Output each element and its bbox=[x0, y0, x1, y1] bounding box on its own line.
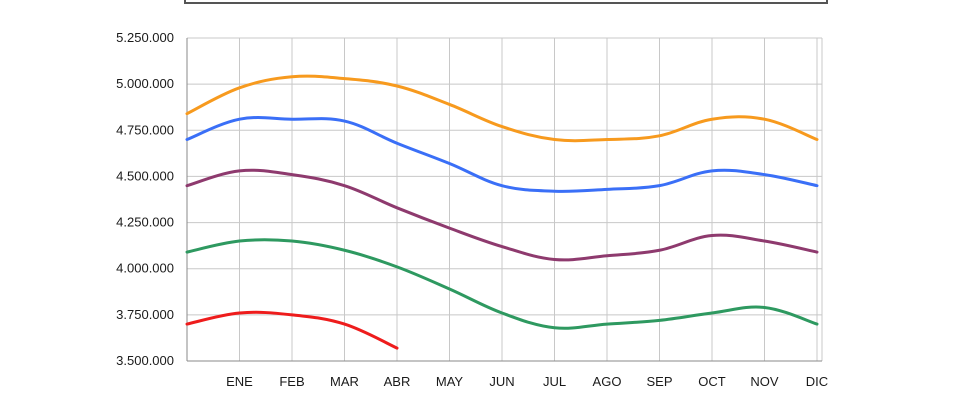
top-frame-decoration bbox=[184, 0, 828, 4]
x-tick-label: ABR bbox=[384, 374, 411, 389]
y-tick-label: 5.000.000 bbox=[116, 76, 174, 91]
x-tick-label: OCT bbox=[698, 374, 726, 389]
y-tick-label: 4.750.000 bbox=[116, 122, 174, 137]
series-line-5 bbox=[185, 310, 399, 350]
y-tick-label: 4.500.000 bbox=[116, 168, 174, 183]
x-tick-label: FEB bbox=[279, 374, 304, 389]
x-tick-label: NOV bbox=[750, 374, 779, 389]
x-axis-ticks: ENE FEB MAR ABR MAY JUN JUL AGO SEP OCT NOV DIC bbox=[226, 374, 828, 389]
x-tick-label: SEP bbox=[646, 374, 672, 389]
x-tick-label: MAY bbox=[436, 374, 464, 389]
x-tick-label: JUL bbox=[543, 374, 566, 389]
x-tick-label: MAR bbox=[330, 374, 359, 389]
series-line-4 bbox=[185, 238, 819, 330]
y-tick-label: 4.000.000 bbox=[116, 261, 174, 276]
series-line-2 bbox=[185, 116, 819, 193]
series-line-3 bbox=[185, 168, 819, 262]
y-tick-label: 4.250.000 bbox=[116, 215, 174, 230]
x-tick-label: ENE bbox=[226, 374, 253, 389]
x-tick-label: JUN bbox=[489, 374, 514, 389]
series-group bbox=[185, 74, 819, 350]
y-axis-ticks: 3.500.000 3.750.000 4.000.000 4.250.000 4.50… bbox=[116, 30, 174, 368]
x-tick-label: DIC bbox=[806, 374, 828, 389]
y-tick-label: 3.500.000 bbox=[116, 353, 174, 368]
y-tick-label: 3.750.000 bbox=[116, 307, 174, 322]
y-tick-label: 5.250.000 bbox=[116, 30, 174, 45]
x-tick-label: AGO bbox=[593, 374, 622, 389]
series-line-1 bbox=[185, 74, 819, 143]
